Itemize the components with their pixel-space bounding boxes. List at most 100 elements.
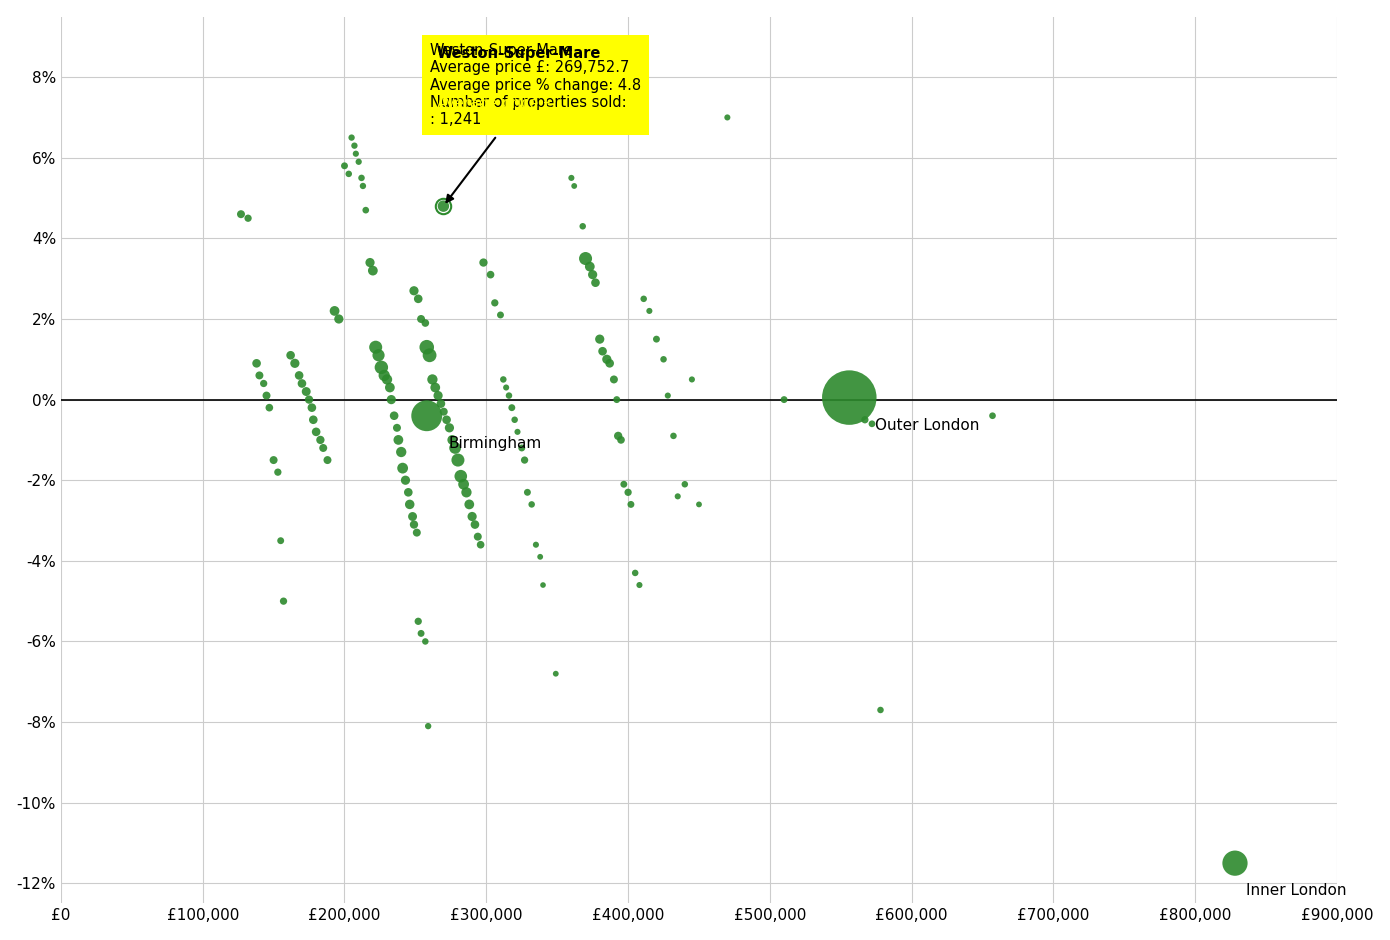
Point bbox=[513, 452, 535, 467]
Point bbox=[1223, 855, 1245, 870]
Point bbox=[432, 198, 455, 213]
Point bbox=[391, 445, 413, 460]
Point bbox=[297, 392, 320, 407]
Point bbox=[607, 429, 630, 444]
Point bbox=[421, 372, 443, 387]
Point bbox=[638, 304, 660, 319]
Point bbox=[588, 332, 610, 347]
Point bbox=[341, 130, 363, 145]
Point bbox=[432, 404, 455, 419]
Point bbox=[599, 356, 621, 371]
Point bbox=[441, 432, 463, 447]
Point bbox=[378, 380, 400, 395]
Point bbox=[324, 304, 346, 319]
Point bbox=[584, 275, 606, 290]
Point bbox=[860, 416, 883, 431]
Point bbox=[246, 356, 268, 371]
Point bbox=[520, 497, 542, 512]
Point bbox=[503, 413, 525, 428]
Point bbox=[645, 332, 667, 347]
Point bbox=[381, 392, 403, 407]
Point bbox=[467, 529, 489, 544]
Text: Birmingham: Birmingham bbox=[448, 436, 541, 451]
Point bbox=[652, 352, 674, 367]
Point bbox=[270, 533, 292, 548]
Point bbox=[480, 267, 502, 282]
Point bbox=[456, 485, 478, 500]
Point bbox=[853, 413, 876, 428]
Point bbox=[417, 718, 439, 733]
Point bbox=[495, 380, 517, 395]
Point bbox=[302, 413, 324, 428]
Point bbox=[416, 408, 438, 423]
Point bbox=[410, 626, 432, 641]
Point bbox=[267, 464, 289, 479]
Point bbox=[470, 537, 492, 552]
Point bbox=[375, 372, 398, 387]
Point bbox=[427, 388, 449, 403]
Point bbox=[532, 577, 555, 592]
Point bbox=[367, 348, 389, 363]
Point bbox=[525, 537, 548, 552]
Point bbox=[410, 311, 432, 326]
Point bbox=[596, 352, 619, 367]
Text: Inner London: Inner London bbox=[1247, 884, 1347, 899]
Point bbox=[464, 517, 486, 532]
Point bbox=[370, 360, 392, 375]
Point bbox=[617, 485, 639, 500]
Point bbox=[663, 429, 685, 444]
Point bbox=[384, 408, 406, 423]
Point bbox=[443, 441, 466, 456]
Point bbox=[350, 170, 373, 185]
Point bbox=[667, 489, 689, 504]
Point bbox=[506, 424, 528, 439]
Point bbox=[581, 267, 603, 282]
Point bbox=[345, 147, 367, 162]
Point bbox=[571, 219, 594, 234]
Point bbox=[449, 469, 471, 484]
Point bbox=[620, 497, 642, 512]
Point bbox=[530, 549, 552, 564]
Point bbox=[446, 452, 468, 467]
Point bbox=[603, 372, 626, 387]
Text: Average price £:: Average price £: bbox=[436, 96, 562, 111]
Point bbox=[414, 634, 436, 649]
Point bbox=[288, 368, 310, 383]
Point bbox=[492, 372, 514, 387]
Point bbox=[403, 517, 425, 532]
Point bbox=[229, 207, 252, 222]
Point bbox=[716, 110, 738, 125]
Point bbox=[402, 509, 424, 524]
Point bbox=[681, 372, 703, 387]
Point bbox=[343, 138, 366, 153]
Point bbox=[407, 291, 430, 306]
Point bbox=[418, 348, 441, 363]
Point bbox=[688, 497, 710, 512]
Point bbox=[489, 307, 512, 322]
Point bbox=[461, 509, 484, 524]
Point bbox=[236, 211, 259, 226]
Point bbox=[309, 432, 331, 447]
Point bbox=[256, 388, 278, 403]
Point bbox=[284, 356, 306, 371]
Point bbox=[352, 179, 374, 194]
Point bbox=[500, 400, 523, 415]
Point bbox=[563, 179, 585, 194]
Point bbox=[414, 316, 436, 331]
Text: Weston-Super-Mare
Average price £: 269,752.7
Average price % change: 4.8
Number : Weston-Super-Mare Average price £: 269,7… bbox=[430, 43, 641, 202]
Point bbox=[395, 473, 417, 488]
Point bbox=[406, 525, 428, 540]
Point bbox=[407, 614, 430, 629]
Point bbox=[424, 380, 446, 395]
Point bbox=[304, 424, 327, 439]
Point bbox=[295, 384, 317, 400]
Point bbox=[259, 400, 281, 415]
Point bbox=[403, 283, 425, 298]
Point bbox=[438, 420, 460, 435]
Point bbox=[334, 158, 356, 173]
Point bbox=[313, 441, 335, 456]
Point bbox=[632, 291, 655, 306]
Point bbox=[354, 203, 377, 218]
Point bbox=[361, 263, 384, 278]
Point bbox=[473, 255, 495, 270]
